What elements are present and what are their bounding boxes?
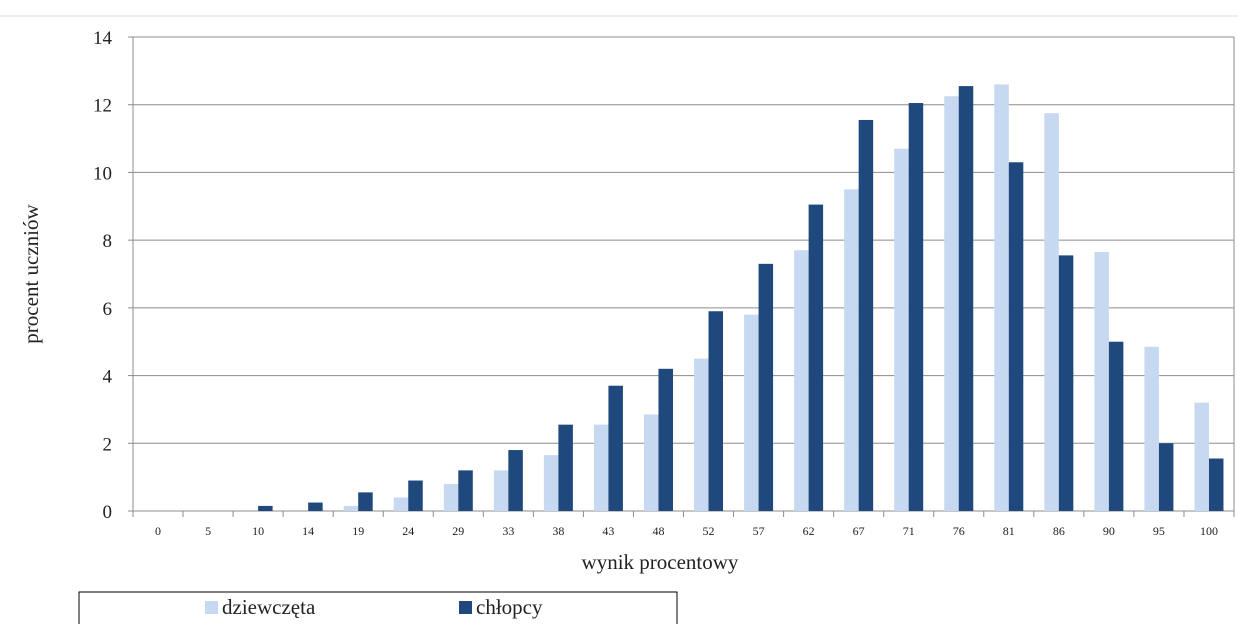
x-tick-label: 62: [803, 524, 815, 538]
bar-dziewczeta-33: [494, 470, 509, 511]
legend-label-dziewczeta: dziewczęta: [222, 595, 316, 619]
bar-chlopcy-57: [759, 264, 774, 511]
bar-chlopcy-76: [959, 86, 974, 511]
x-tick-label: 5: [205, 524, 211, 538]
legend-swatch-dziewczeta: [205, 601, 218, 614]
bar-chlopcy-14: [308, 503, 323, 511]
bar-dziewczeta-100: [1194, 403, 1209, 511]
y-tick-label: 4: [103, 367, 113, 388]
bar-dziewczeta-19: [344, 506, 359, 511]
x-tick-label: 10: [252, 524, 264, 538]
bar-chlopcy-62: [809, 205, 824, 511]
legend-swatch-chlopcy: [459, 601, 472, 614]
y-tick-label: 8: [103, 231, 113, 252]
x-tick-label: 76: [953, 524, 965, 538]
bar-chlopcy-100: [1209, 459, 1224, 511]
bars: [258, 84, 1223, 511]
x-tick-label: 14: [302, 524, 314, 538]
bar-dziewczeta-52: [694, 359, 709, 511]
bar-dziewczeta-24: [394, 497, 409, 511]
bar-chlopcy-81: [1009, 162, 1024, 511]
bar-dziewczeta-76: [944, 96, 959, 511]
y-axis-title: procent uczniów: [19, 203, 43, 343]
legend-label-chlopcy: chłopcy: [476, 595, 543, 619]
x-tick-label: 33: [502, 524, 514, 538]
y-tick-label: 2: [103, 434, 113, 455]
x-tick-label: 52: [703, 524, 715, 538]
x-tick-label: 0: [155, 524, 161, 538]
x-tick-label: 71: [903, 524, 915, 538]
bar-dziewczeta-57: [744, 315, 759, 511]
legend-box: [79, 592, 677, 624]
bar-chlopcy-86: [1059, 255, 1074, 511]
bar-dziewczeta-90: [1094, 252, 1109, 511]
bar-dziewczeta-71: [894, 149, 909, 511]
x-tick-label: 86: [1053, 524, 1065, 538]
bar-chlopcy-33: [508, 450, 522, 511]
y-tick-labels: 0 2 4 6 8 10 12 14: [93, 28, 133, 523]
bar-dziewczeta-95: [1144, 347, 1159, 511]
bar-chlopcy-10: [258, 506, 273, 511]
bar-dziewczeta-86: [1044, 113, 1059, 511]
bar-dziewczeta-81: [994, 84, 1009, 511]
bar-dziewczeta-38: [544, 455, 559, 511]
bar-chlopcy-43: [608, 386, 623, 511]
x-tick-label: 100: [1200, 524, 1218, 538]
y-tick-label: 14: [93, 28, 113, 49]
bar-chlopcy-90: [1109, 342, 1124, 511]
x-tick-label: 95: [1153, 524, 1165, 538]
bar-dziewczeta-48: [644, 415, 659, 511]
bar-chlopcy-48: [658, 369, 673, 511]
x-tick-label: 57: [753, 524, 765, 538]
bar-dziewczeta-43: [594, 425, 609, 511]
y-tick-label: 0: [103, 502, 113, 523]
y-tick-label: 6: [103, 299, 113, 320]
bar-chlopcy-52: [709, 311, 724, 511]
x-tick-label: 19: [352, 524, 364, 538]
bar-chlopcy-71: [909, 103, 924, 511]
bar-dziewczeta-29: [444, 484, 459, 511]
x-tick-label: 24: [402, 524, 414, 538]
bar-chlopcy-29: [458, 470, 473, 511]
bar-dziewczeta-67: [844, 189, 859, 511]
bar-dziewczeta-62: [794, 250, 809, 511]
bar-chlopcy-24: [408, 481, 423, 511]
x-tick-label: 43: [602, 524, 614, 538]
legend: dziewczęta chłopcy: [79, 592, 677, 624]
x-tick-labels: 0 5 10 14 19 24 29 33 38 43 48 52 57 62 67 71 76 81 86 90 95…: [133, 511, 1234, 538]
x-tick-label: 48: [652, 524, 664, 538]
bar-chlopcy-38: [558, 425, 573, 511]
x-tick-label: 29: [452, 524, 464, 538]
y-tick-label: 12: [93, 96, 112, 117]
x-tick-label: 38: [552, 524, 564, 538]
bar-chlopcy-95: [1159, 443, 1174, 511]
x-tick-label: 90: [1103, 524, 1115, 538]
bar-chlopcy-19: [358, 492, 373, 511]
x-axis-title: wynik procentowy: [582, 550, 739, 574]
bar-chlopcy-67: [859, 120, 874, 511]
x-tick-label: 67: [853, 524, 865, 538]
y-tick-label: 10: [93, 163, 112, 184]
x-tick-label: 81: [1003, 524, 1015, 538]
